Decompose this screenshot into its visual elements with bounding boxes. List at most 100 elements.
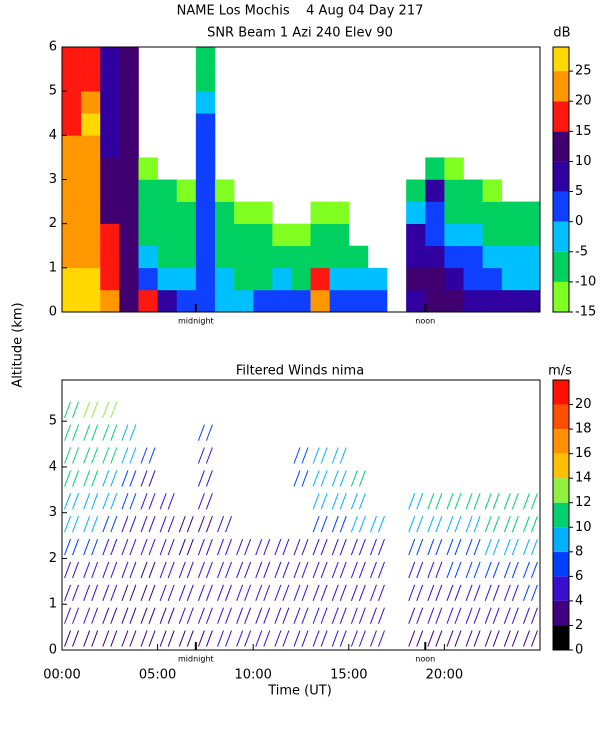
- wind-barb: [350, 470, 358, 487]
- cell: [195, 201, 216, 224]
- wind-barb: [293, 630, 301, 647]
- wind-barb: [492, 630, 500, 647]
- wind-barb: [427, 561, 435, 579]
- wind-barb: [197, 584, 205, 601]
- wind-barb: [121, 515, 129, 533]
- wind-barb: [492, 561, 500, 579]
- cell: [157, 223, 178, 247]
- wind-barb: [492, 584, 500, 601]
- wind-barb: [492, 538, 500, 556]
- wind-barb: [492, 493, 500, 510]
- y-tick-label: 1: [49, 260, 57, 275]
- annotation: midnight: [178, 655, 214, 664]
- wind-barb: [465, 515, 473, 533]
- cell: [406, 201, 426, 224]
- wind-barb: [350, 630, 358, 647]
- wind-barb: [129, 607, 137, 624]
- wind-barb: [148, 493, 156, 510]
- wind-barb: [72, 447, 80, 464]
- wind-barb: [263, 538, 271, 556]
- wind-barb: [110, 493, 118, 510]
- cell: [62, 135, 82, 158]
- colorbar-tick-label: 2: [575, 618, 583, 633]
- wind-barb: [465, 584, 473, 601]
- cell: [444, 245, 464, 269]
- cell: [195, 245, 216, 269]
- colorbar-swatch: [553, 47, 569, 72]
- wind-barb: [339, 561, 347, 579]
- wind-barb: [427, 515, 435, 533]
- cell: [444, 157, 464, 180]
- wind-barb: [83, 424, 91, 441]
- wind-barb: [331, 630, 339, 647]
- wind-barb: [91, 424, 99, 441]
- wind-barb: [140, 584, 148, 601]
- cell: [253, 289, 273, 313]
- wind-barb: [473, 630, 481, 647]
- cell: [100, 267, 120, 291]
- wind-barb: [522, 515, 530, 533]
- wind-barb: [274, 561, 282, 579]
- wind-barb: [408, 493, 416, 510]
- wind-barb: [293, 561, 301, 579]
- wind-barb: [225, 584, 232, 601]
- cell: [425, 245, 445, 269]
- wind-barb: [312, 515, 320, 533]
- wind-barb: [236, 630, 244, 647]
- wind-barb: [197, 515, 205, 533]
- cell: [195, 179, 216, 202]
- cell: [100, 157, 120, 180]
- colorbar-swatch: [553, 625, 569, 650]
- wind-barb: [503, 607, 511, 624]
- wind-barb: [236, 607, 244, 624]
- wind-barb: [301, 630, 309, 647]
- cell: [81, 245, 101, 269]
- wind-barb: [331, 493, 339, 510]
- wind-barb: [522, 561, 530, 579]
- y-axis-label: Altitude (km): [11, 302, 26, 387]
- wind-barb: [331, 561, 339, 579]
- cell: [195, 289, 216, 313]
- wind-barb: [225, 538, 232, 556]
- colorbar-swatch: [553, 478, 569, 503]
- wind-barb: [339, 584, 347, 601]
- wind-barb: [378, 584, 385, 601]
- cell: [119, 135, 139, 158]
- cell: [62, 113, 82, 136]
- cell: [157, 201, 178, 224]
- cell: [100, 223, 120, 247]
- cell: [272, 245, 292, 269]
- wind-barb: [301, 607, 309, 624]
- cell: [157, 179, 178, 202]
- cell: [463, 201, 483, 224]
- wind-barb: [263, 630, 271, 647]
- cell: [81, 201, 101, 224]
- wind-barb: [522, 584, 530, 601]
- wind-barb: [121, 538, 129, 556]
- cell: [157, 267, 178, 291]
- cell: [234, 223, 254, 247]
- cell: [138, 223, 158, 247]
- wind-barb: [83, 607, 91, 624]
- wind-barb: [159, 607, 167, 624]
- wind-barb: [492, 515, 500, 533]
- wind-barb: [186, 584, 194, 601]
- wind-barb: [427, 607, 435, 624]
- wind-barb: [244, 538, 252, 556]
- cell: [348, 267, 369, 291]
- cell: [406, 245, 426, 269]
- wind-barb: [282, 584, 290, 601]
- wind-barb: [358, 470, 366, 487]
- wind-barb: [274, 538, 282, 556]
- wind-barb: [129, 470, 137, 487]
- cell: [463, 245, 483, 269]
- colorbar-tick-label: -10: [575, 274, 596, 289]
- cell: [81, 157, 101, 180]
- cell: [138, 267, 158, 291]
- wind-barb: [186, 630, 194, 647]
- colorbar-label: m/s: [548, 364, 572, 379]
- wind-barb: [473, 584, 481, 601]
- wind-barb: [72, 561, 80, 579]
- wind-barb: [416, 493, 424, 510]
- cell: [119, 113, 139, 136]
